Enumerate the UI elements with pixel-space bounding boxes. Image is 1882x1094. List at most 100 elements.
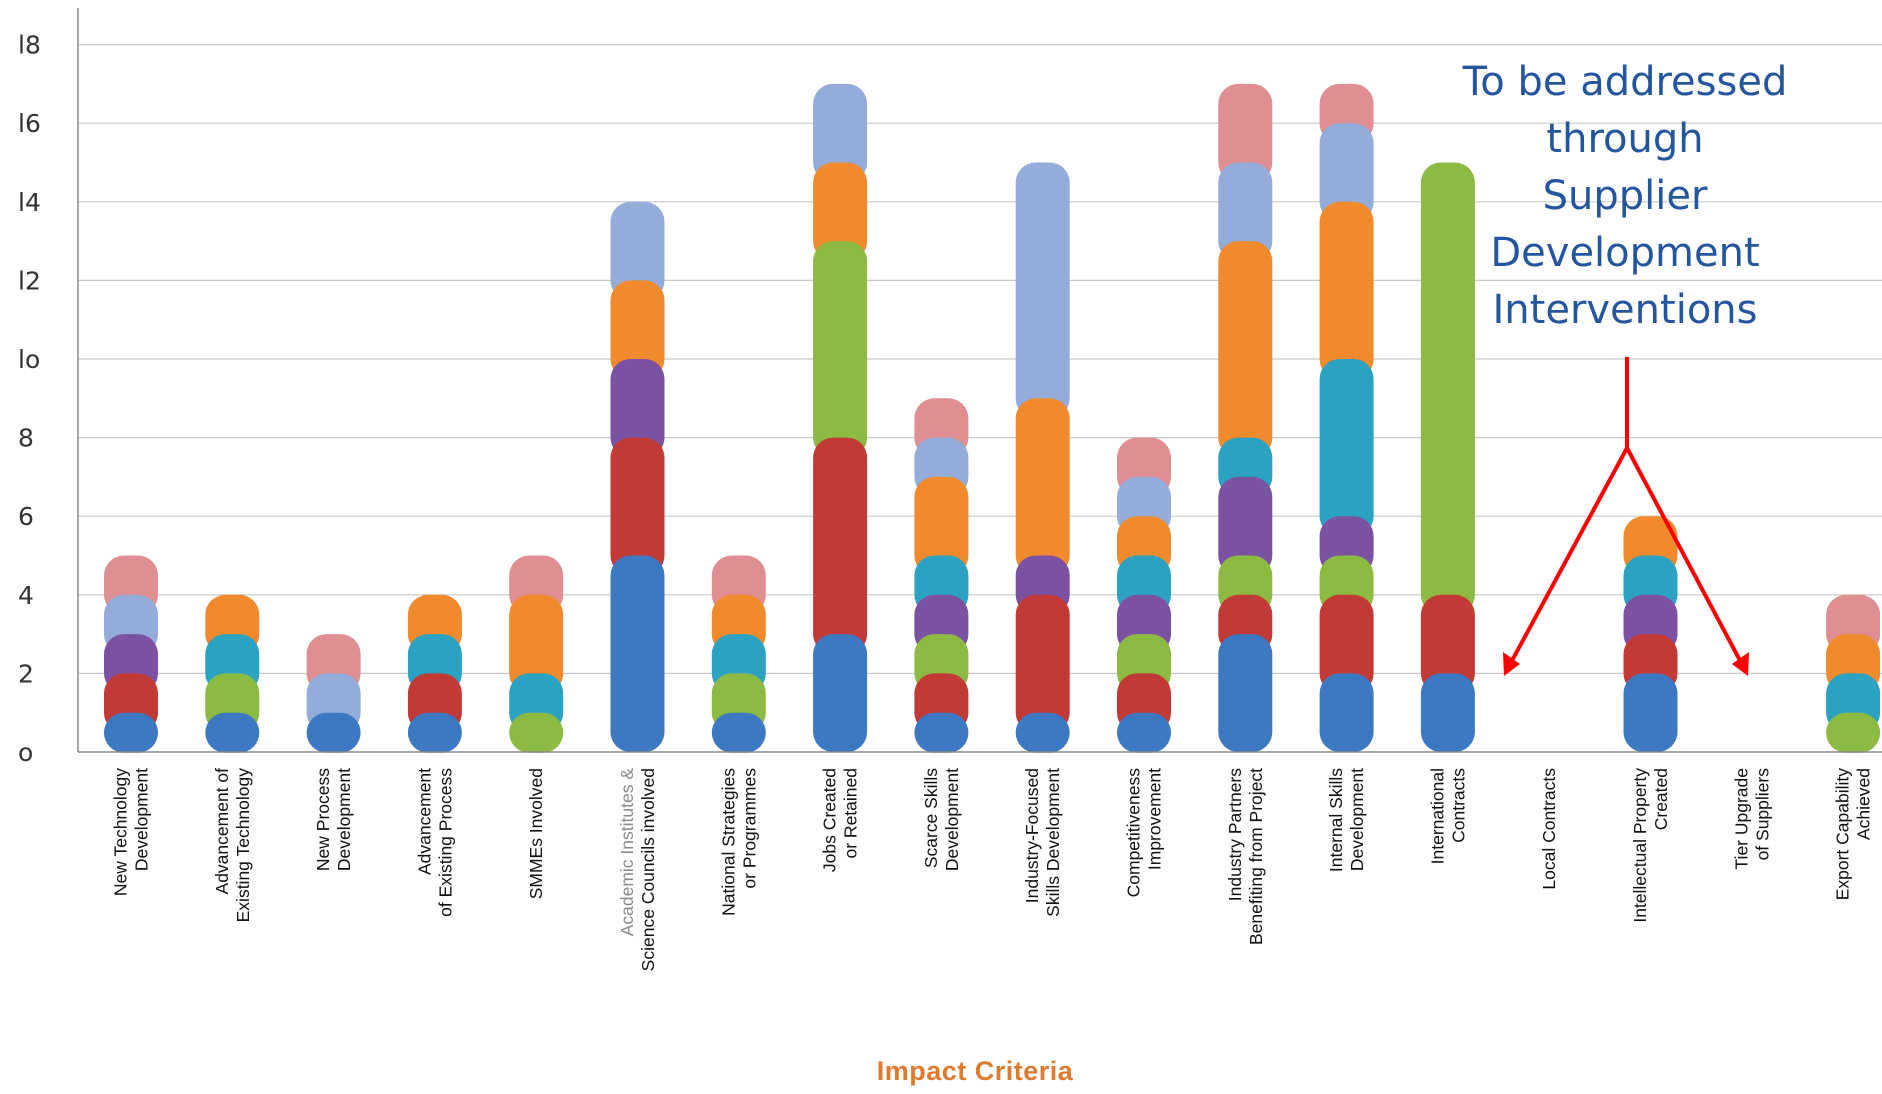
bar-segment-red — [813, 437, 868, 655]
bar-segment-blue — [914, 712, 969, 753]
bar-segment-lightblue — [813, 83, 868, 183]
bar-segment-blue — [610, 555, 665, 752]
bar-segment-orange — [813, 162, 868, 262]
bar-segment-blue — [1117, 712, 1171, 753]
x-tick-label: SMMEs Involved — [526, 768, 546, 899]
x-axis-category-labels: New Technology Development Advancement of E… — [111, 768, 1874, 972]
bar-segment-orange — [1319, 201, 1374, 379]
bar-stack — [1826, 594, 1881, 753]
bar-stack — [914, 398, 969, 753]
bar-segment-red — [610, 437, 665, 576]
bar-stack — [711, 555, 766, 753]
x-tick-label: Benefiting from Project — [1246, 768, 1266, 945]
x-tick-label: of Existing Process — [435, 768, 455, 917]
x-tick-label: Development — [1347, 768, 1367, 871]
bar-segment-green — [813, 241, 868, 458]
bar-stack — [813, 83, 868, 752]
bar-segment-lightblue — [1319, 123, 1374, 222]
bar-segment-green — [1826, 712, 1881, 753]
bar-segment-lightblue — [1218, 162, 1273, 262]
x-tick-label: Academic Institutes & — [617, 768, 637, 937]
x-tick-label: Science Councils involved — [638, 768, 658, 971]
bar-segment-pink — [1218, 83, 1273, 183]
bar-stack — [205, 594, 260, 753]
gridlines — [78, 43, 1882, 675]
x-tick-label: Development — [334, 768, 354, 871]
y-tick-label: lo — [18, 345, 40, 374]
bar-segment-blue — [1015, 712, 1070, 753]
y-tick-label: 2 — [18, 659, 34, 688]
bar-segment-orange — [1015, 398, 1070, 576]
x-tick-label: Competitiveness — [1124, 768, 1144, 898]
note-line: To be addressed — [1462, 59, 1788, 105]
bar-segment-orange — [914, 476, 969, 576]
note-line: through — [1546, 116, 1703, 162]
bar-stack — [1218, 83, 1273, 752]
x-tick-label: Existing Technology — [233, 768, 253, 923]
y-tick-label: l8 — [18, 31, 41, 60]
x-tick-label: New Technology — [111, 768, 131, 896]
bar-stack — [1117, 437, 1171, 753]
bar-segment-blue — [813, 634, 868, 752]
x-tick-label: Local Contracts — [1539, 768, 1559, 890]
annotation-arrows — [1503, 357, 1749, 676]
bar-segment-green — [509, 712, 564, 753]
y-tick-label: o — [18, 738, 33, 767]
y-tick-label: 6 — [18, 502, 34, 531]
x-tick-label: Internal Skills — [1326, 768, 1346, 872]
x-tick-label: Improvement — [1145, 768, 1165, 870]
bar-segment-blue — [711, 712, 766, 753]
bar-segment-purple — [1218, 476, 1273, 576]
bar-stack — [509, 555, 564, 753]
x-tick-label: Industry-Focused — [1022, 768, 1042, 903]
x-tick-label: or Programmes — [739, 768, 759, 889]
bar-stack — [1015, 162, 1070, 753]
x-tick-label: Advancement of — [212, 768, 232, 895]
x-tick-label: Contracts — [1448, 768, 1468, 843]
x-tick-label: Industry Partners — [1225, 768, 1245, 901]
x-tick-label: National Strategies — [718, 768, 738, 916]
arrow-left — [1506, 447, 1629, 669]
bar-stack — [610, 201, 665, 752]
y-tick-label: 8 — [18, 424, 34, 453]
x-tick-label: or Retained — [841, 768, 861, 858]
y-tick-label: l2 — [18, 266, 41, 295]
arrowhead-right — [1732, 652, 1749, 676]
y-tick-label: 4 — [18, 581, 34, 610]
bar-stack — [1623, 516, 1678, 752]
y-tick-label: l4 — [18, 188, 41, 217]
bar-segment-red — [1319, 594, 1374, 694]
bar-segment-red — [1015, 594, 1070, 733]
bar-stack — [1420, 162, 1475, 752]
x-tick-label: Scarce Skills — [921, 768, 941, 868]
bar-segment-blue — [1218, 634, 1273, 752]
x-tick-label: Development — [132, 768, 152, 871]
x-tick-label: of Suppliers — [1752, 768, 1772, 861]
bar-segment-orange — [1218, 241, 1273, 458]
bar-stack — [306, 634, 361, 753]
bar-segment-blue — [205, 712, 260, 753]
x-tick-label: Export Capability — [1833, 768, 1853, 901]
x-tick-label: Intellectual Property — [1630, 768, 1650, 923]
bar-stack — [1319, 83, 1374, 752]
x-tick-label: Jobs Created — [820, 768, 840, 872]
note-line: Development — [1490, 230, 1759, 276]
bar-segment-purple — [610, 359, 665, 458]
y-tick-label: l6 — [18, 109, 41, 138]
bar-segment-blue — [104, 712, 158, 753]
bar-segment-lightblue — [610, 201, 665, 301]
bar-segment-red — [1420, 594, 1475, 694]
x-tick-label: Achieved — [1854, 768, 1874, 840]
bar-segment-orange — [509, 594, 564, 694]
supplier-development-note: To be addressed through Supplier Developmen… — [1462, 59, 1788, 333]
note-line: Supplier — [1543, 173, 1708, 219]
bar-segment-blue — [1319, 673, 1374, 752]
arrowhead-left — [1503, 652, 1520, 676]
bar-segment-blue — [1420, 673, 1475, 752]
bar-segment-blue — [407, 712, 462, 753]
bar-segment-green — [1420, 162, 1475, 615]
x-axis-title: Impact Criteria — [877, 1056, 1074, 1086]
x-tick-label: New Process — [313, 768, 333, 871]
x-tick-label: Development — [942, 768, 962, 871]
